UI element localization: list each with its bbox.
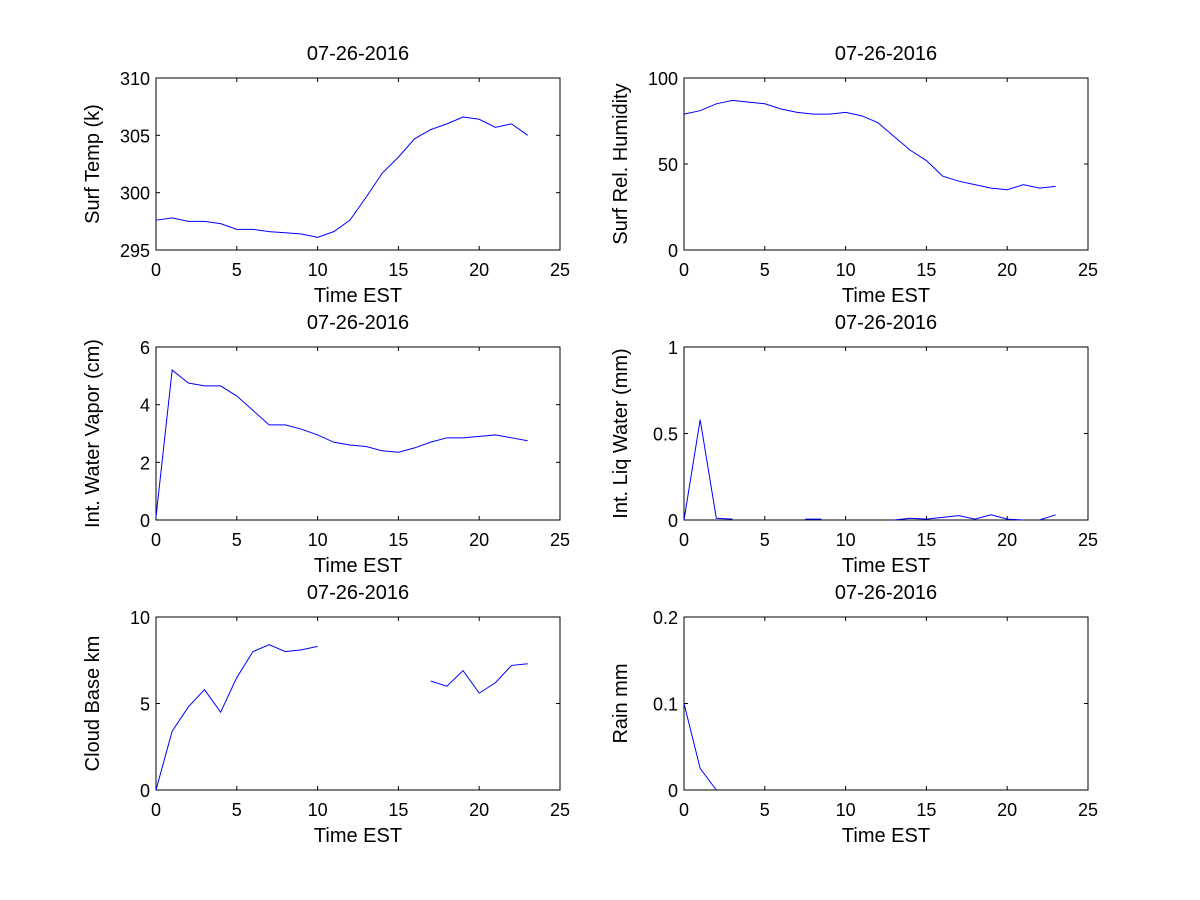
y-tick-label: 6 [140, 338, 150, 358]
x-tick-label: 0 [151, 800, 161, 820]
y-tick-label: 0.1 [653, 695, 678, 715]
data-line-segment-2 [430, 663, 528, 694]
y-tick-label: 50 [658, 155, 678, 175]
y-tick-label: 0 [140, 781, 150, 801]
subplot-4: 0 5 10 15 20 25 0 0.5 1 07-26-2016 Time EST Int. Li… [610, 312, 1098, 577]
x-axis-label: Time EST [314, 285, 402, 307]
x-tick-label: 25 [550, 260, 570, 280]
x-tick-label: 0 [151, 260, 161, 280]
y-tick-label: 295 [120, 241, 150, 261]
y-tick-label: 5 [140, 695, 150, 715]
x-tick-label: 20 [469, 800, 489, 820]
x-tick-label: 20 [997, 530, 1017, 550]
plot-title: 07-26-2016 [307, 312, 409, 334]
x-tick-label: 15 [388, 800, 408, 820]
plot-title: 07-26-2016 [835, 312, 937, 334]
x-tick-label: 15 [916, 260, 936, 280]
axes-frame [683, 346, 1089, 521]
y-tick-label: 0 [668, 241, 678, 261]
plot-title: 07-26-2016 [307, 43, 409, 65]
data-line-segment-1 [155, 369, 528, 518]
data-line-segment-1 [683, 703, 717, 791]
x-tick-label: 10 [836, 260, 856, 280]
subplot-6: 0 5 10 15 20 25 0 0.1 0.2 07-26-2016 Time EST Rain … [610, 582, 1098, 847]
data-line-segment-4 [1039, 514, 1056, 521]
x-tick-label: 10 [836, 530, 856, 550]
x-tick-label: 10 [308, 530, 328, 550]
y-axis-label: Rain mm [610, 663, 632, 743]
x-axis-label: Time EST [314, 825, 402, 847]
y-axis-label: Surf Temp (k) [82, 104, 104, 224]
y-axis-label: Surf Rel. Humidity [610, 83, 632, 244]
x-tick-label: 5 [760, 530, 770, 550]
x-tick-label: 10 [308, 260, 328, 280]
x-tick-label: 15 [388, 260, 408, 280]
x-tick-label: 0 [679, 800, 689, 820]
y-axis-label: Int. Liq Water (mm) [610, 348, 632, 518]
plot-title: 07-26-2016 [835, 582, 937, 604]
y-tick-label: 305 [120, 126, 150, 146]
x-tick-label: 0 [679, 530, 689, 550]
subplot-5: 0 5 10 15 20 25 0 5 10 07-26-2016 Time EST Cloud Ba… [82, 582, 570, 847]
x-tick-label: 5 [232, 260, 242, 280]
plot-title: 07-26-2016 [835, 43, 937, 65]
y-axis-label: Int. Water Vapor (cm) [82, 339, 104, 528]
x-tick-label: 20 [997, 260, 1017, 280]
x-tick-label: 10 [836, 800, 856, 820]
x-tick-label: 0 [151, 530, 161, 550]
x-tick-label: 25 [1078, 260, 1098, 280]
data-line-segment-1 [683, 99, 1056, 191]
y-tick-label: 300 [120, 184, 150, 204]
x-tick-label: 5 [232, 530, 242, 550]
axes-frame [683, 77, 1089, 251]
data-line-segment-3 [894, 514, 1024, 521]
x-tick-label: 15 [916, 800, 936, 820]
x-tick-label: 20 [997, 800, 1017, 820]
y-tick-label: 0 [668, 781, 678, 801]
x-tick-label: 5 [760, 800, 770, 820]
x-tick-label: 25 [1078, 800, 1098, 820]
x-tick-label: 25 [1078, 530, 1098, 550]
x-tick-label: 25 [550, 530, 570, 550]
subplot-3: 0 5 10 15 20 25 0 2 4 6 07-26-2016 Time EST Int. Wat… [82, 312, 570, 577]
y-axis-label: Cloud Base km [82, 636, 104, 772]
x-tick-label: 5 [232, 800, 242, 820]
x-axis-label: Time EST [842, 555, 930, 577]
y-tick-label: 0 [668, 511, 678, 531]
x-tick-label: 25 [550, 800, 570, 820]
subplot-1: 0 5 10 15 20 25 295 300 305 310 07-26-2016 Time EST… [82, 43, 570, 307]
axes-frame [155, 346, 561, 521]
data-line-segment-1 [683, 419, 733, 521]
x-tick-label: 20 [469, 530, 489, 550]
y-tick-label: 0.2 [653, 608, 678, 628]
x-tick-label: 20 [469, 260, 489, 280]
data-line-segment-1 [155, 116, 528, 238]
x-tick-label: 10 [308, 800, 328, 820]
x-tick-label: 15 [388, 530, 408, 550]
x-axis-label: Time EST [314, 555, 402, 577]
x-tick-label: 15 [916, 530, 936, 550]
y-tick-label: 310 [120, 69, 150, 89]
axes-frame [155, 616, 561, 791]
axes-frame [683, 616, 1089, 791]
y-tick-label: 4 [140, 396, 150, 416]
y-tick-label: 0.5 [653, 425, 678, 445]
y-tick-label: 10 [130, 608, 150, 628]
y-tick-label: 2 [140, 453, 150, 473]
y-tick-label: 0 [140, 511, 150, 531]
subplot-2: 0 5 10 15 20 25 0 50 100 07-26-2016 Time EST Surf R… [610, 43, 1098, 307]
y-tick-label: 1 [668, 338, 678, 358]
data-line-segment-1 [155, 644, 318, 791]
plot-title: 07-26-2016 [307, 582, 409, 604]
x-axis-label: Time EST [842, 825, 930, 847]
x-tick-label: 5 [760, 260, 770, 280]
x-tick-label: 0 [679, 260, 689, 280]
x-axis-label: Time EST [842, 285, 930, 307]
y-tick-label: 100 [648, 69, 678, 89]
axes-frame [155, 77, 561, 251]
